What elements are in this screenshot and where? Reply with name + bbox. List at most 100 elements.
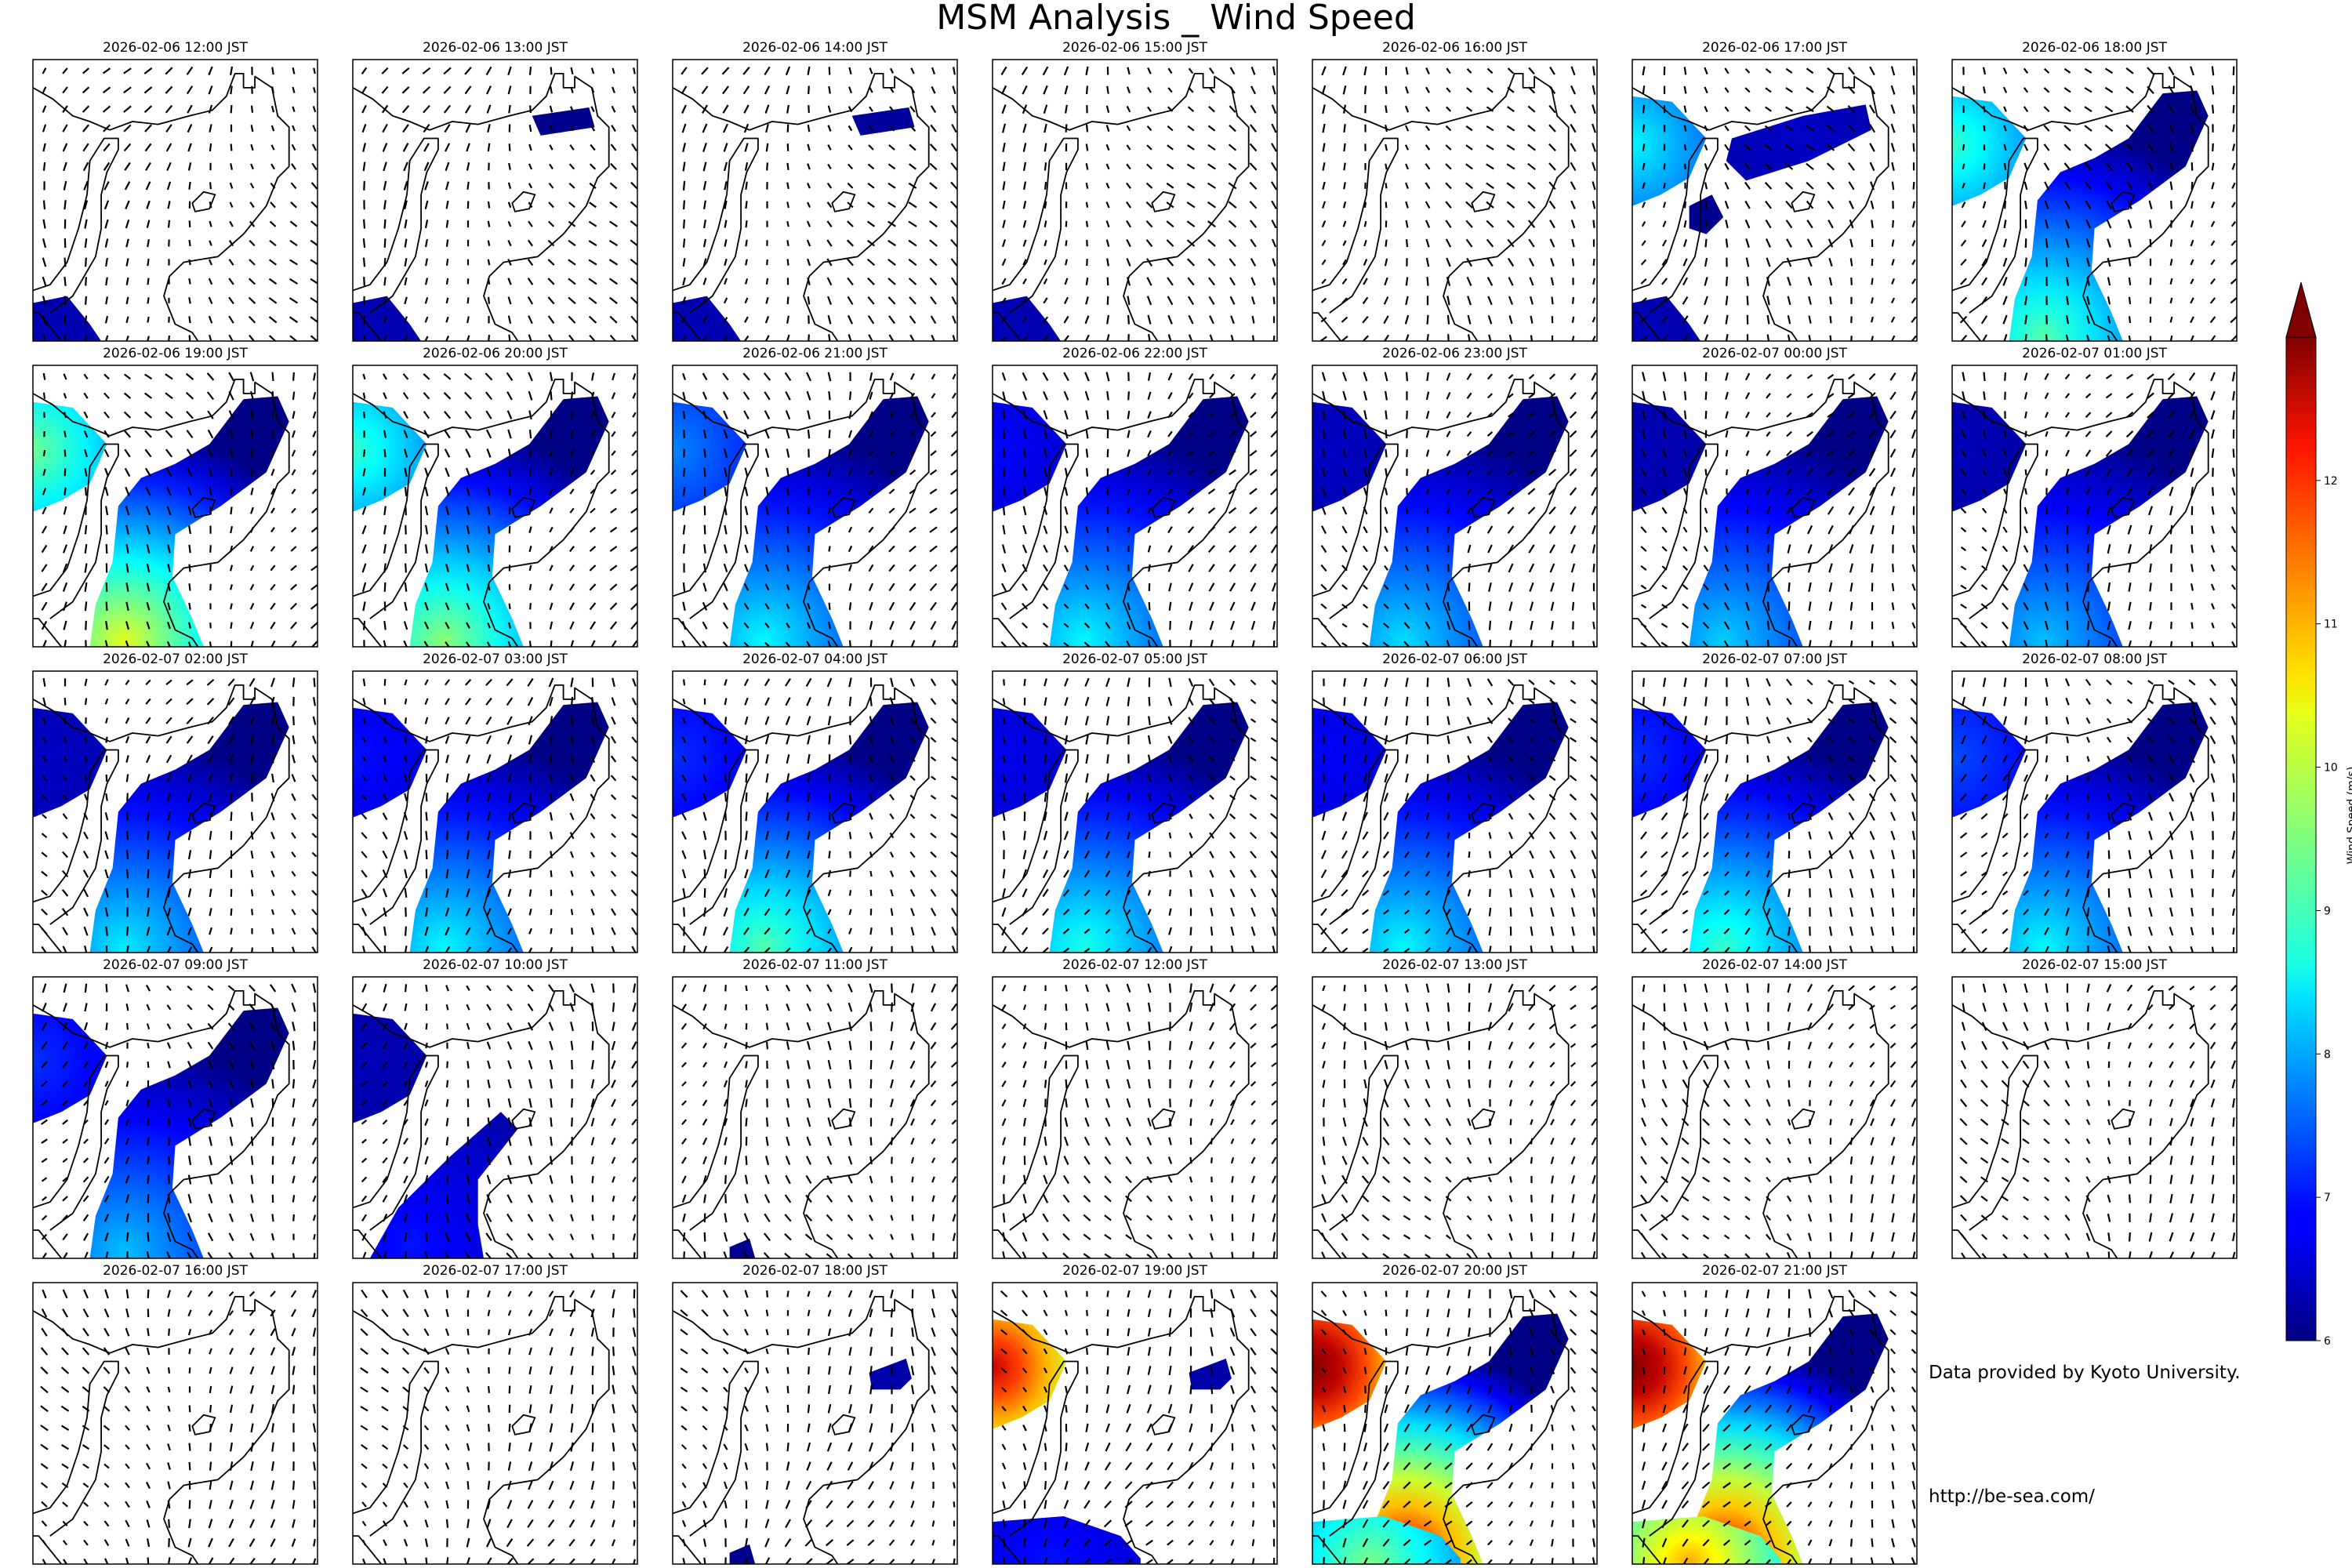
- wind-arrow: [506, 1174, 513, 1185]
- wind-arrow: [466, 888, 470, 898]
- wind-arrow: [1569, 449, 1577, 457]
- wind-arrow: [528, 641, 532, 647]
- wind-arrow: [270, 546, 276, 552]
- wind-arrow: [83, 1232, 89, 1241]
- wind-arrow: [589, 201, 597, 209]
- wind-arrow: [1188, 86, 1194, 93]
- wind-arrow: [1126, 927, 1131, 935]
- wind-arrow: [42, 162, 46, 171]
- wind-arrow: [1105, 793, 1110, 802]
- wind-arrow: [403, 1138, 408, 1145]
- wind-arrow: [1981, 238, 1987, 248]
- panel-title: 2026-02-06 19:00 JST: [103, 346, 248, 361]
- wind-arrow: [702, 601, 708, 611]
- wind-arrow: [2023, 927, 2029, 935]
- wind-arrow: [869, 832, 873, 839]
- wind-arrow: [1043, 850, 1048, 859]
- wind-arrow: [124, 181, 131, 191]
- panel-title: 2026-02-07 01:00 JST: [2022, 346, 2167, 361]
- wind-arrow: [1592, 563, 1595, 573]
- wind-arrow: [2003, 677, 2007, 688]
- wind-arrow: [292, 430, 296, 438]
- wind-arrow: [2167, 391, 2176, 400]
- coastline: [353, 749, 439, 925]
- wind-arrow: [827, 105, 832, 113]
- wind-arrow: [1744, 908, 1751, 916]
- wind-arrow: [1446, 696, 1450, 706]
- wind-arrow: [1446, 735, 1450, 745]
- wind-arrow: [1488, 334, 1492, 341]
- wind-arrow: [1064, 811, 1069, 822]
- wind-arrow: [1548, 162, 1556, 171]
- wind-arrow: [1683, 220, 1687, 228]
- wind-arrow: [1551, 621, 1554, 630]
- wind-arrow: [1570, 869, 1576, 879]
- wind-arrow: [2128, 850, 2132, 859]
- wind-arrow: [292, 1040, 296, 1051]
- wind-arrow: [125, 277, 129, 285]
- wind-arrow: [1508, 850, 1513, 859]
- wind-arrow: [104, 238, 109, 248]
- wind-arrow: [250, 163, 254, 170]
- wind-arrow: [724, 258, 728, 267]
- wind-arrow: [1362, 851, 1369, 859]
- wind-arrow: [64, 697, 67, 706]
- wind-arrow: [1342, 201, 1347, 209]
- wind-arrow: [1571, 583, 1575, 592]
- wind-arrow: [1022, 220, 1027, 228]
- wind-arrow: [1062, 909, 1070, 916]
- wind-arrow: [62, 1022, 68, 1031]
- coastline: [353, 137, 439, 314]
- wind-arrow: [528, 390, 533, 401]
- wind-arrow: [1744, 125, 1751, 132]
- wind-arrow: [103, 1156, 110, 1164]
- wind-arrow: [1662, 735, 1667, 745]
- wind-arrow: [2107, 774, 2111, 782]
- wind-arrow: [463, 372, 473, 380]
- wind-arrow: [1506, 125, 1515, 132]
- wind-arrow: [2190, 946, 2194, 953]
- wind-arrow: [1724, 545, 1730, 553]
- wind-arrow: [361, 869, 368, 878]
- wind-arrow: [1383, 811, 1389, 821]
- wind-arrow: [361, 104, 367, 114]
- wind-arrow: [1548, 85, 1556, 95]
- wind-arrow: [165, 735, 172, 744]
- wind-arrow: [1785, 220, 1793, 229]
- wind-arrow: [1548, 124, 1556, 132]
- wind-arrow: [1508, 717, 1514, 724]
- wind-arrow: [1639, 316, 1648, 323]
- wind-arrow: [765, 506, 769, 515]
- wind-arrow: [1405, 201, 1409, 209]
- wind-arrow: [745, 181, 748, 191]
- wind-arrow: [1001, 754, 1007, 764]
- wind-arrow: [1002, 717, 1006, 724]
- wind-arrow: [2023, 545, 2029, 553]
- wind-arrow: [2024, 372, 2028, 381]
- wind-arrow: [1530, 926, 1534, 936]
- wind-arrow: [445, 239, 449, 247]
- wind-arrow: [1085, 545, 1089, 553]
- wind-arrow: [1147, 411, 1152, 419]
- wind-arrow: [529, 869, 532, 878]
- wind-arrow: [208, 1213, 213, 1223]
- wind-arrow: [1592, 104, 1596, 114]
- wind-arrow: [1446, 449, 1451, 457]
- wind-arrow: [1189, 851, 1193, 858]
- wind-arrow: [1962, 163, 1965, 170]
- wind-arrow: [424, 1156, 429, 1165]
- wind-arrow: [445, 754, 449, 764]
- wind-arrow: [310, 201, 318, 209]
- wind-arrow: [528, 429, 532, 439]
- wind-arrow: [1569, 468, 1577, 477]
- wind-arrow: [1105, 909, 1111, 916]
- wind-arrow: [682, 887, 686, 898]
- wind-arrow: [383, 543, 387, 554]
- wind-arrow: [807, 277, 811, 285]
- wind-arrow: [827, 163, 832, 169]
- wind-arrow: [487, 830, 491, 840]
- wind-arrow: [931, 334, 936, 341]
- wind-arrow: [1000, 602, 1007, 611]
- wind-arrow: [1189, 813, 1193, 819]
- panel-frame: [992, 59, 1278, 342]
